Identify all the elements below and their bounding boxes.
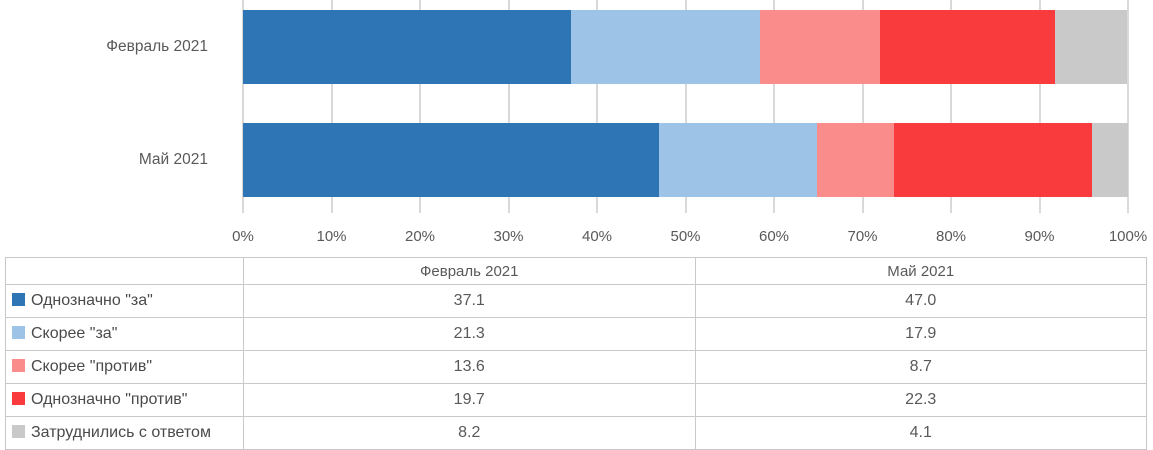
x-axis-tick-label: 70% [847,228,878,245]
bar-segment [243,10,572,84]
legend-swatch-icon [12,392,25,405]
value-cell: 22.3 [694,383,1147,417]
x-axis-tick-label: 10% [316,228,347,245]
bar-segment [759,10,881,84]
table-row: Однозначно "за" 37.1 47.0 [5,284,1147,318]
legend-label-cell: Однозначно "за" [5,284,244,318]
table-row: Однозначно "против" 19.7 22.3 [5,383,1147,417]
x-axis-tick-label: 40% [581,228,613,245]
value-cell: 8.2 [243,416,696,450]
bar-segment [894,123,1092,197]
x-axis-tick-label: 0% [232,228,254,245]
x-axis-tick-label: 50% [670,228,701,245]
bar-segment [880,10,1055,84]
category-label: Май 2021 [138,151,208,168]
table-corner-cell [5,257,244,285]
table-header-row: Февраль 2021 Май 2021 [5,257,1147,285]
gridline [1127,0,1129,213]
value-cell: 13.6 [243,350,696,384]
legend-swatch-icon [12,425,25,438]
x-axis-tick-label: 60% [758,228,790,245]
gridline [950,0,952,213]
gridline [330,0,333,213]
legend-label-cell: Затруднились с ответом [5,416,244,450]
table-row: Скорее "против" 13.6 8.7 [5,350,1147,384]
stacked-bar [243,123,1128,197]
value-cell: 37.1 [243,284,696,318]
legend-swatch-icon [12,359,25,372]
legend-data-table: Февраль 2021 Май 2021 Однозначно "за" 37.… [5,257,1147,450]
stacked-bar-chart: Февраль 2021 Май 2021 0% 10% 20% 30% 40% 50% 60… [106,0,1148,245]
value-cell: 21.3 [243,317,696,351]
x-axis-tick-label: 90% [1024,228,1055,245]
gridline [1038,0,1041,213]
value-cell: 47.0 [694,284,1147,318]
gridline [596,0,598,213]
legend-label-cell: Скорее "за" [5,317,244,351]
x-axis-tick-label: 100% [1108,228,1148,245]
bar-segment [243,123,659,197]
bar-segment [658,123,818,197]
legend-label-cell: Скорее "против" [5,350,244,384]
value-cell: 4.1 [694,416,1147,450]
value-cell: 19.7 [243,383,696,417]
x-axis-tick-label: 30% [493,228,524,245]
gridline [861,0,864,213]
x-axis-tick-label: 80% [935,228,967,245]
table-header-may: Май 2021 [694,257,1147,285]
gridline [773,0,775,213]
legend-label-cell: Однозначно "против" [5,383,244,417]
legend-swatch-icon [12,326,25,339]
value-cell: 8.7 [694,350,1147,384]
table-row: Затруднились с ответом 8.2 4.1 [5,416,1147,450]
legend-swatch-icon [12,293,25,306]
value-cell: 17.9 [694,317,1147,351]
table-row: Скорее "за" 21.3 17.9 [5,317,1147,351]
bar-segment [817,123,895,197]
x-axis-tick-label: 20% [404,228,436,245]
stacked-bar [243,10,1128,84]
gridline [242,0,244,213]
gridline [419,0,421,213]
plot-area [242,0,1129,213]
bar-segment [1054,10,1128,84]
bar-segment [1091,123,1128,197]
category-label: Февраль 2021 [106,38,208,55]
bar-segment [571,10,760,84]
table-header-feb: Февраль 2021 [243,257,696,285]
gridline [507,0,510,213]
gridline [684,0,687,213]
